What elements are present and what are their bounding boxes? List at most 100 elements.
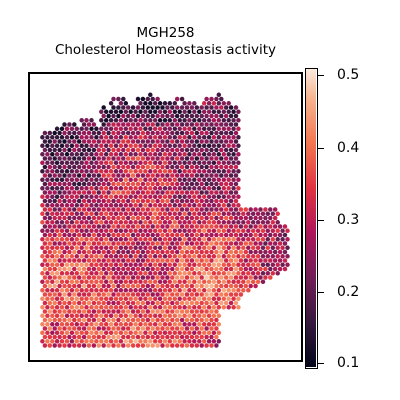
spot <box>128 262 133 268</box>
spot <box>209 266 214 272</box>
spot <box>72 207 77 212</box>
spot <box>228 139 234 144</box>
spot <box>45 262 50 268</box>
spot <box>248 241 253 246</box>
spot <box>64 288 70 293</box>
spot <box>121 232 126 238</box>
spot <box>108 203 114 208</box>
spot <box>116 224 121 229</box>
spot <box>96 300 102 306</box>
spot <box>157 118 163 123</box>
spot <box>194 190 200 195</box>
spot <box>206 339 212 344</box>
spot <box>204 275 209 280</box>
spot <box>236 237 241 242</box>
spot <box>81 173 87 178</box>
spot <box>199 215 204 221</box>
spot <box>76 275 82 280</box>
spot <box>250 279 256 285</box>
spot <box>152 279 158 285</box>
spot <box>42 275 48 280</box>
spot <box>99 305 104 310</box>
spot <box>243 249 249 255</box>
spot <box>89 152 94 157</box>
spot <box>165 215 170 221</box>
spot <box>184 334 190 340</box>
spot <box>228 258 234 263</box>
spot <box>189 334 195 340</box>
spot <box>79 296 84 302</box>
spot <box>189 258 195 263</box>
spot <box>145 266 151 272</box>
spot <box>223 224 229 229</box>
spot <box>133 237 138 242</box>
spot <box>145 300 151 306</box>
spot <box>145 130 151 136</box>
spot <box>189 147 195 153</box>
spot <box>50 143 55 149</box>
spot <box>57 343 62 348</box>
spot <box>123 211 129 217</box>
spot <box>160 156 165 161</box>
spot <box>192 143 197 149</box>
spot <box>204 266 209 272</box>
spot <box>125 147 131 153</box>
spot <box>130 215 136 221</box>
spot <box>52 317 57 323</box>
spot <box>157 220 163 225</box>
spot <box>52 156 57 161</box>
spot <box>228 130 234 136</box>
spot <box>86 147 92 153</box>
spot <box>81 164 87 170</box>
spot <box>236 305 241 310</box>
spot <box>179 173 185 178</box>
spot <box>167 135 173 140</box>
spot <box>211 118 217 123</box>
spot <box>103 288 109 293</box>
spot <box>47 224 53 229</box>
spot <box>96 139 102 144</box>
spot <box>209 105 214 110</box>
spot <box>123 203 129 208</box>
spot <box>231 305 236 310</box>
spot <box>216 254 222 259</box>
spot <box>236 279 241 285</box>
spot <box>74 322 80 327</box>
spot <box>170 292 175 297</box>
spot <box>59 160 65 166</box>
spot <box>145 292 151 297</box>
spot <box>246 254 251 259</box>
spot <box>121 343 126 348</box>
spot <box>228 190 234 195</box>
spot <box>81 232 87 238</box>
spot <box>143 203 148 208</box>
spot <box>86 249 92 255</box>
spot <box>206 186 212 191</box>
spot <box>170 156 175 161</box>
spot <box>182 101 187 106</box>
spot <box>233 215 239 221</box>
spot <box>143 135 148 140</box>
spot <box>62 326 67 331</box>
spot <box>250 262 256 268</box>
spot <box>118 186 124 191</box>
spot <box>152 135 158 140</box>
spot <box>54 279 60 285</box>
spot <box>280 262 285 268</box>
spot <box>216 339 222 344</box>
spot <box>145 164 151 170</box>
spot <box>189 309 195 314</box>
spot <box>74 279 80 285</box>
spot <box>133 220 138 225</box>
spot <box>138 313 143 319</box>
spot <box>253 283 258 289</box>
spot <box>47 164 53 170</box>
spot <box>130 300 136 306</box>
spot <box>138 135 143 140</box>
spot <box>111 215 116 221</box>
spot <box>177 237 182 242</box>
spot <box>89 211 94 217</box>
spot <box>187 152 192 157</box>
spot <box>228 292 234 297</box>
spot <box>204 122 209 127</box>
